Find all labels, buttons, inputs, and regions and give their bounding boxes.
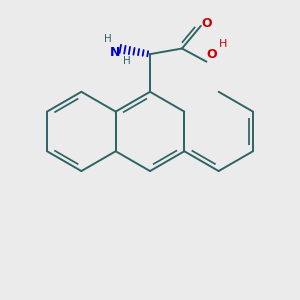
Text: H: H (218, 39, 227, 49)
Text: O: O (206, 48, 217, 61)
Text: N: N (110, 46, 121, 59)
Text: H: H (123, 56, 130, 66)
Text: O: O (202, 17, 212, 30)
Text: H: H (104, 34, 112, 44)
